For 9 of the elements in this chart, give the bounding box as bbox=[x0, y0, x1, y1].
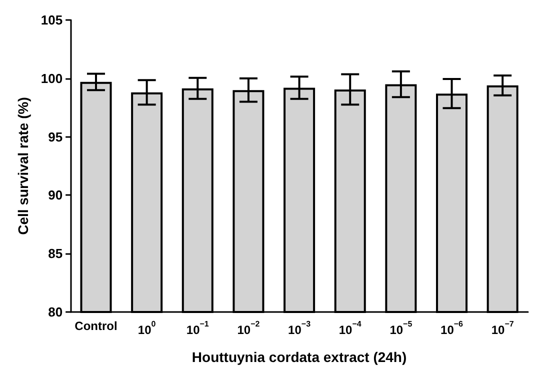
y-tick-label: 85 bbox=[48, 246, 63, 262]
y-tick-label: 80 bbox=[48, 304, 63, 320]
x-axis-title: Houttuynia cordata extract (24h) bbox=[192, 349, 407, 365]
y-tick-label: 100 bbox=[40, 70, 63, 86]
y-axis-title: Cell survival rate (%) bbox=[15, 97, 31, 235]
y-tick-label: 95 bbox=[48, 129, 63, 144]
y-tick-label: 105 bbox=[40, 12, 63, 28]
x-tick-label: Control bbox=[74, 319, 118, 333]
y-tick-label: 90 bbox=[48, 188, 63, 203]
